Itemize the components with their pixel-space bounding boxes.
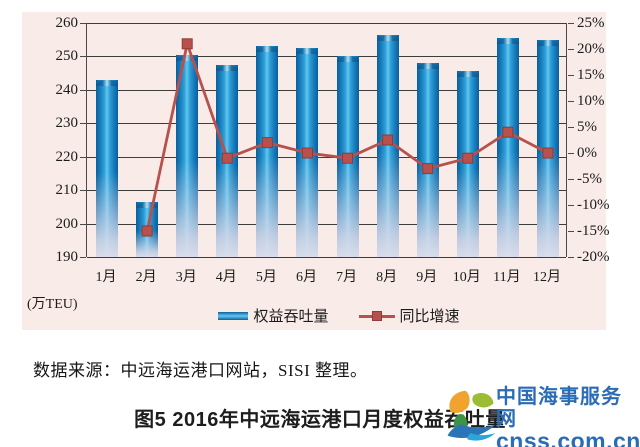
bar	[416, 63, 439, 257]
x-axis-label: 8月	[376, 270, 398, 285]
right-axis-label: 20%	[577, 41, 605, 57]
legend-label: 权益吞吐量	[253, 309, 329, 325]
cnss-logo-icon	[447, 390, 496, 441]
grid-line	[87, 156, 566, 158]
x-axis-label: 2月	[135, 270, 157, 285]
x-axis-label: 1月	[95, 270, 117, 285]
left-axis-label: 190	[55, 249, 79, 265]
left-axis-tick	[80, 223, 86, 225]
left-axis-label: 200	[55, 215, 79, 232]
right-axis-label: 25%	[577, 15, 605, 31]
grid-line	[87, 23, 566, 24]
left-axis-tick	[80, 156, 86, 158]
grid-line	[87, 56, 566, 58]
right-axis-label: 10%	[577, 93, 605, 109]
right-axis-tick	[568, 49, 574, 50]
bar	[96, 79, 119, 257]
right-axis-label: 5%	[577, 119, 597, 135]
left-axis-tick	[80, 123, 86, 125]
right-axis-label: 0%	[577, 145, 597, 161]
grid-line	[87, 223, 566, 225]
bar	[136, 201, 159, 257]
left-axis-label: 230	[55, 115, 79, 132]
bar	[296, 48, 319, 257]
right-axis-label: -5%	[577, 171, 602, 187]
watermark-url: cnss.com.cn	[496, 428, 640, 447]
x-axis-label: 11月	[493, 270, 521, 285]
right-axis-label: -10%	[577, 197, 610, 213]
bar	[336, 56, 359, 257]
bar	[256, 46, 279, 257]
bar	[496, 38, 519, 257]
right-axis-tick	[568, 257, 574, 258]
bar	[216, 64, 239, 257]
legend-swatch-bar	[218, 311, 249, 320]
watermark-name: 中国海事服务网	[496, 386, 622, 430]
yoy-line-series	[141, 38, 554, 237]
left-axis-label: 220	[55, 148, 79, 165]
left-axis-tick	[80, 89, 86, 91]
plot-area	[86, 23, 567, 258]
bar	[176, 54, 199, 257]
left-axis-label: 260	[55, 15, 79, 31]
legend: 权益吞吐量 同比增速	[22, 305, 606, 326]
left-axis-label: 240	[55, 81, 79, 98]
x-axis-label: 10月	[452, 270, 481, 285]
right-axis-tick	[568, 231, 574, 232]
grid-line	[87, 123, 566, 125]
right-axis-tick	[568, 127, 574, 128]
left-axis-label: 250	[55, 48, 79, 65]
x-axis-label: 6月	[295, 270, 317, 285]
right-axis-tick	[568, 75, 574, 76]
yoy-marker	[181, 38, 193, 50]
source-note: 数据来源：中远海运港口网站，SISI 整理。	[33, 361, 368, 380]
right-axis-tick	[568, 153, 574, 154]
x-axis-label: 4月	[215, 270, 237, 285]
right-axis-label: -20%	[577, 249, 610, 265]
bar	[376, 34, 399, 257]
left-axis-tick	[80, 257, 86, 258]
right-axis-tick	[568, 179, 574, 180]
x-axis-label: 9月	[416, 270, 438, 285]
x-axis-label: 3月	[175, 270, 197, 285]
grid-line	[87, 89, 566, 91]
legend-item: 同比增速	[358, 305, 460, 326]
left-axis-tick	[80, 190, 86, 192]
grid-line	[87, 257, 566, 258]
left-axis-tick	[80, 23, 86, 24]
right-axis-tick	[568, 101, 574, 102]
bar	[456, 71, 479, 257]
x-axis-label: 12月	[532, 270, 561, 285]
figure-caption: 图5 2016年中远海运港口月度权益吞吐量	[134, 409, 506, 431]
right-axis-label: 15%	[577, 67, 605, 83]
grid-line	[87, 190, 566, 192]
legend-label: 同比增速	[399, 309, 460, 325]
bar	[536, 39, 559, 257]
legend-item: 权益吞吐量	[218, 305, 329, 326]
legend-swatch-line	[358, 310, 395, 321]
left-axis-unit-label: (万TEU)	[27, 297, 78, 312]
watermark: 中国海事服务网 cnss.com.cn	[444, 386, 640, 447]
right-axis-tick	[568, 205, 574, 206]
right-axis-tick	[568, 23, 574, 24]
x-axis-label: 7月	[336, 270, 358, 285]
x-axis-label: 5月	[255, 270, 277, 285]
legend-marker-glyph	[371, 310, 382, 321]
right-axis-label: -15%	[577, 223, 610, 239]
chart-figure: 260 250 240 230 220 210 200 190 25% 20% 15% 10% 5% 0…	[22, 12, 610, 330]
left-axis-label: 210	[55, 182, 79, 199]
left-axis-tick	[80, 56, 86, 58]
